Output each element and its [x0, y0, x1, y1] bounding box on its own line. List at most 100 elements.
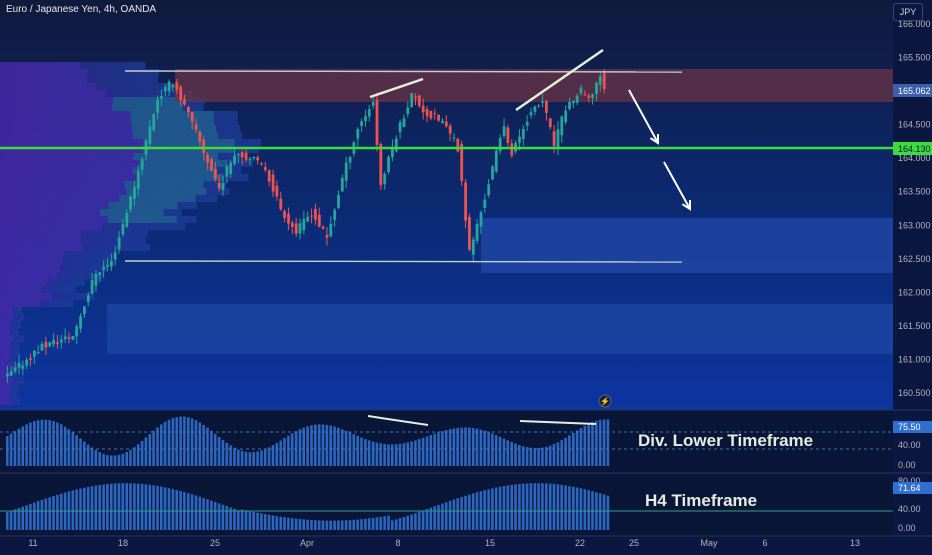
- candle-up: [564, 110, 568, 123]
- candle-up: [364, 116, 367, 122]
- div-trendline-2: [519, 420, 597, 425]
- volume-profile-highlight: [108, 216, 177, 223]
- h4-osc-bar: [352, 519, 356, 530]
- candle-down: [425, 108, 429, 117]
- div-osc-bar: [510, 442, 513, 466]
- volume-profile-bar-inner: [0, 335, 14, 342]
- div-osc-bar: [59, 424, 63, 466]
- h4-osc-bar: [545, 483, 548, 530]
- candle-down: [190, 112, 194, 122]
- div-osc-bar: [283, 438, 286, 466]
- candle-down: [317, 214, 321, 227]
- div-osc-bar: [598, 419, 602, 466]
- candle-up: [48, 342, 52, 347]
- volume-profile-bar-inner: [0, 391, 10, 398]
- volume-profile-bar-inner: [0, 167, 133, 174]
- h4-osc-bar: [121, 483, 125, 530]
- volume-profile-bar-inner: [0, 181, 125, 188]
- candle-up: [171, 84, 175, 88]
- volume-profile: [0, 62, 261, 405]
- volume-profile-bar-inner: [0, 293, 52, 300]
- h4-osc-bar: [452, 499, 456, 530]
- candle-down: [67, 337, 71, 339]
- div-osc-bar: [83, 441, 86, 466]
- h4-osc-bar: [321, 520, 325, 530]
- candle-up: [348, 157, 352, 163]
- div-osc-bar: [340, 429, 344, 466]
- div-osc-bar: [433, 433, 436, 466]
- h4-osc-bar: [302, 519, 305, 530]
- h4-osc-bar: [360, 519, 363, 530]
- volume-profile-bar-inner: [0, 258, 63, 265]
- candle-up: [140, 159, 144, 170]
- volume-profile-bar-inner: [0, 69, 88, 76]
- h4-osc-bar: [414, 513, 417, 530]
- candle-up: [302, 219, 306, 231]
- candle-up: [337, 195, 340, 208]
- volume-profile-bar-inner: [0, 321, 12, 328]
- div-osc-bar: [383, 444, 386, 466]
- div-osc-bar: [398, 443, 402, 466]
- candle-up: [129, 196, 132, 210]
- h4-osc-bar: [429, 507, 433, 530]
- price-tick-label: 166.000: [898, 19, 931, 29]
- h4-osc-bar: [348, 520, 352, 530]
- h4-osc-bar: [529, 483, 533, 530]
- div-axis-label: 75.50: [898, 422, 921, 432]
- h4-osc-bar: [75, 489, 78, 530]
- div-axis-label: 0.00: [898, 460, 916, 470]
- time-tick-label: Apr: [300, 538, 314, 548]
- div-osc-bar: [263, 449, 267, 466]
- candle-up: [125, 213, 129, 227]
- div-osc-bar: [237, 449, 240, 466]
- h4-osc-bar: [518, 484, 521, 530]
- h4-osc-bar: [506, 485, 510, 530]
- div-osc-bar: [160, 424, 163, 466]
- volume-profile-bar-inner: [0, 356, 9, 363]
- h4-osc-bar: [52, 496, 55, 530]
- h4-osc-bar: [387, 515, 390, 530]
- volume-profile-bar-inner: [0, 328, 11, 335]
- h4-osc-bar: [425, 509, 429, 530]
- candle-up: [591, 94, 594, 98]
- div-osc-bar: [329, 425, 332, 466]
- div-osc-bar: [298, 429, 302, 466]
- div-osc-bar: [306, 426, 309, 466]
- volume-profile-bar-inner: [0, 349, 11, 356]
- volume-profile-highlight: [130, 111, 214, 118]
- candle-down: [217, 182, 221, 189]
- h4-osc-bar: [306, 519, 309, 530]
- candle-down: [437, 115, 440, 121]
- div-osc-bar: [310, 425, 313, 466]
- time-tick-label: 13: [850, 538, 860, 548]
- h4-osc-bar: [541, 483, 544, 530]
- div-osc-bar: [552, 444, 556, 466]
- div-osc-bar: [190, 418, 194, 466]
- candle-up: [252, 156, 256, 159]
- div-trendline-1: [367, 415, 429, 426]
- div-osc-bar: [448, 429, 452, 466]
- div-axis-label: 40.00: [898, 440, 921, 450]
- candle-up: [518, 136, 521, 143]
- volume-profile-bar-inner: [0, 244, 83, 251]
- h4-osc-bar: [221, 504, 225, 530]
- candle-up: [398, 122, 402, 132]
- div-osc-bar: [560, 440, 563, 466]
- candle-up: [156, 99, 159, 113]
- candle-up: [333, 210, 337, 220]
- h4-osc-bar: [190, 494, 194, 530]
- candle-down: [210, 159, 213, 171]
- div-osc-bar: [167, 419, 171, 466]
- div-osc-bar: [545, 446, 548, 466]
- candle-up: [394, 138, 398, 152]
- candle-down: [202, 139, 206, 153]
- h4-osc-bar: [294, 518, 298, 530]
- volume-profile-bar-inner: [0, 272, 58, 279]
- currency-button[interactable]: JPY: [893, 3, 923, 21]
- div-osc-bar: [564, 437, 567, 466]
- volume-profile-highlight: [133, 132, 218, 139]
- price-tick-label: 163.500: [898, 187, 931, 197]
- candle-down: [294, 223, 298, 234]
